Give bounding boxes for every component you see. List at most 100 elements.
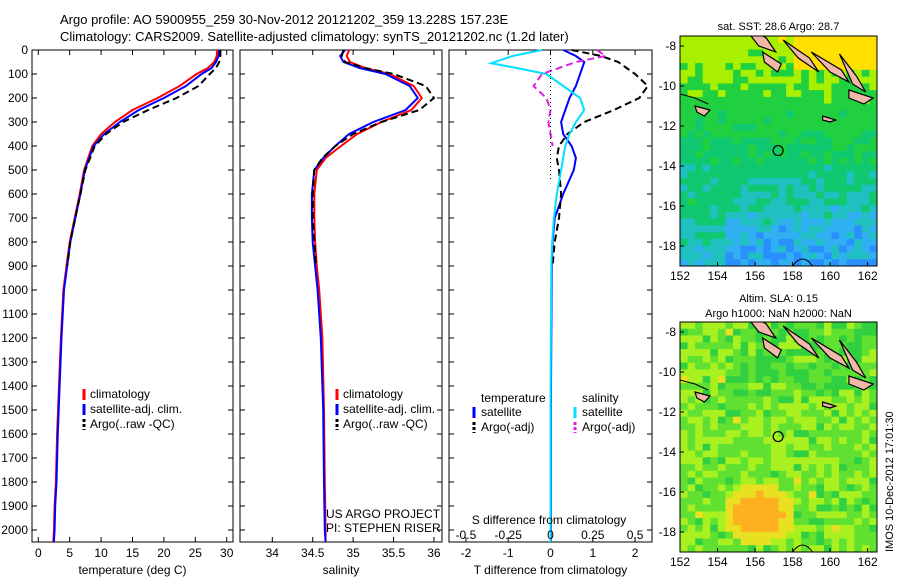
map-cell [687, 504, 696, 512]
map-cell [770, 382, 780, 391]
map-cell [778, 110, 787, 118]
map-cell [740, 211, 749, 220]
map-cell [770, 42, 780, 51]
map-cell [801, 225, 810, 233]
map-cell [793, 191, 802, 199]
map-cell [808, 144, 817, 152]
depth-tick-label: 0 [21, 43, 28, 57]
map-cell [763, 117, 772, 125]
sla-map-xtick-label: 158 [783, 555, 803, 569]
map-cell [725, 137, 734, 145]
map-cell [824, 457, 833, 465]
map-cell [778, 531, 787, 540]
map-cell [755, 110, 764, 118]
map-cell [680, 491, 689, 499]
map-cell [680, 245, 689, 254]
map-cell [725, 178, 734, 186]
map-cell [763, 369, 772, 377]
map-cell [740, 470, 749, 479]
map-cell [816, 69, 825, 78]
map-cell [869, 117, 877, 125]
map-cell [702, 349, 711, 357]
map-cell [755, 470, 764, 479]
map-cell [786, 382, 795, 391]
map-cell [854, 225, 863, 233]
map-cell [793, 232, 802, 240]
map-cell [770, 178, 780, 186]
map-cell [831, 497, 840, 506]
map-cell [733, 178, 742, 186]
map-cell [717, 103, 727, 111]
map-cell [831, 110, 840, 118]
depth-tick-label: 600 [8, 187, 28, 201]
map-cell [839, 504, 848, 512]
map-cell [755, 518, 764, 526]
map-cell [824, 259, 833, 266]
map-cell [725, 225, 734, 233]
sst-map-xtick-label: 156 [745, 269, 765, 283]
map-cell [816, 470, 825, 479]
map-cell [710, 376, 719, 384]
map-cell [824, 137, 833, 145]
map-cell [733, 191, 742, 199]
map-cell [680, 259, 689, 266]
map-cell [748, 232, 757, 240]
map-cell [824, 205, 833, 213]
map-cell [748, 218, 757, 226]
map-cell [793, 464, 802, 472]
map-cell [710, 252, 719, 260]
map-cell [816, 63, 825, 71]
map-cell [786, 518, 795, 526]
map-cell [733, 130, 742, 139]
map-cell [824, 164, 833, 172]
map-cell [869, 504, 877, 512]
map-cell [786, 423, 795, 431]
map-cell [680, 69, 689, 78]
map-cell [793, 117, 802, 125]
map-cell [808, 423, 817, 431]
map-cell [710, 259, 719, 266]
map-cell [854, 484, 863, 492]
map-cell [778, 538, 787, 546]
map-cell [680, 464, 689, 472]
island-shape [761, 50, 783, 73]
map-cell [801, 545, 810, 552]
depth-tick-label: 1600 [1, 427, 28, 441]
map-cell [778, 369, 787, 377]
map-cell [824, 497, 833, 506]
map-cell [801, 90, 810, 98]
map-cell [740, 103, 749, 111]
map-cell [839, 164, 848, 172]
map-cell [725, 464, 734, 472]
map-cell [808, 450, 817, 458]
map-cell [710, 416, 719, 425]
map-cell [695, 470, 704, 479]
map-cell [816, 423, 825, 431]
map-cell [680, 545, 689, 552]
map-cell [793, 211, 802, 220]
map-cell [695, 42, 704, 51]
map-cell [816, 545, 825, 552]
map-cell [733, 157, 742, 166]
map-cell [839, 335, 848, 343]
map-cell [687, 63, 696, 71]
map-cell [831, 42, 840, 51]
map-cell [702, 205, 711, 213]
map-cell [793, 531, 802, 540]
map-cell [725, 49, 734, 57]
depth-tick-label: 1300 [1, 355, 28, 369]
map-cell [748, 184, 757, 193]
map-cell [816, 117, 825, 125]
map-cell [869, 477, 877, 485]
map-cell [748, 403, 757, 411]
map-cell [702, 511, 711, 519]
diff-s-tick-label: 0.25 [581, 528, 605, 542]
map-cell [733, 63, 742, 71]
map-cell [725, 450, 734, 458]
difference-profile-xtick-label: -2 [461, 546, 472, 560]
map-cell [839, 232, 848, 240]
map-cell [733, 328, 742, 337]
map-cell [816, 232, 825, 240]
map-cell [687, 96, 696, 105]
map-cell [740, 328, 749, 337]
